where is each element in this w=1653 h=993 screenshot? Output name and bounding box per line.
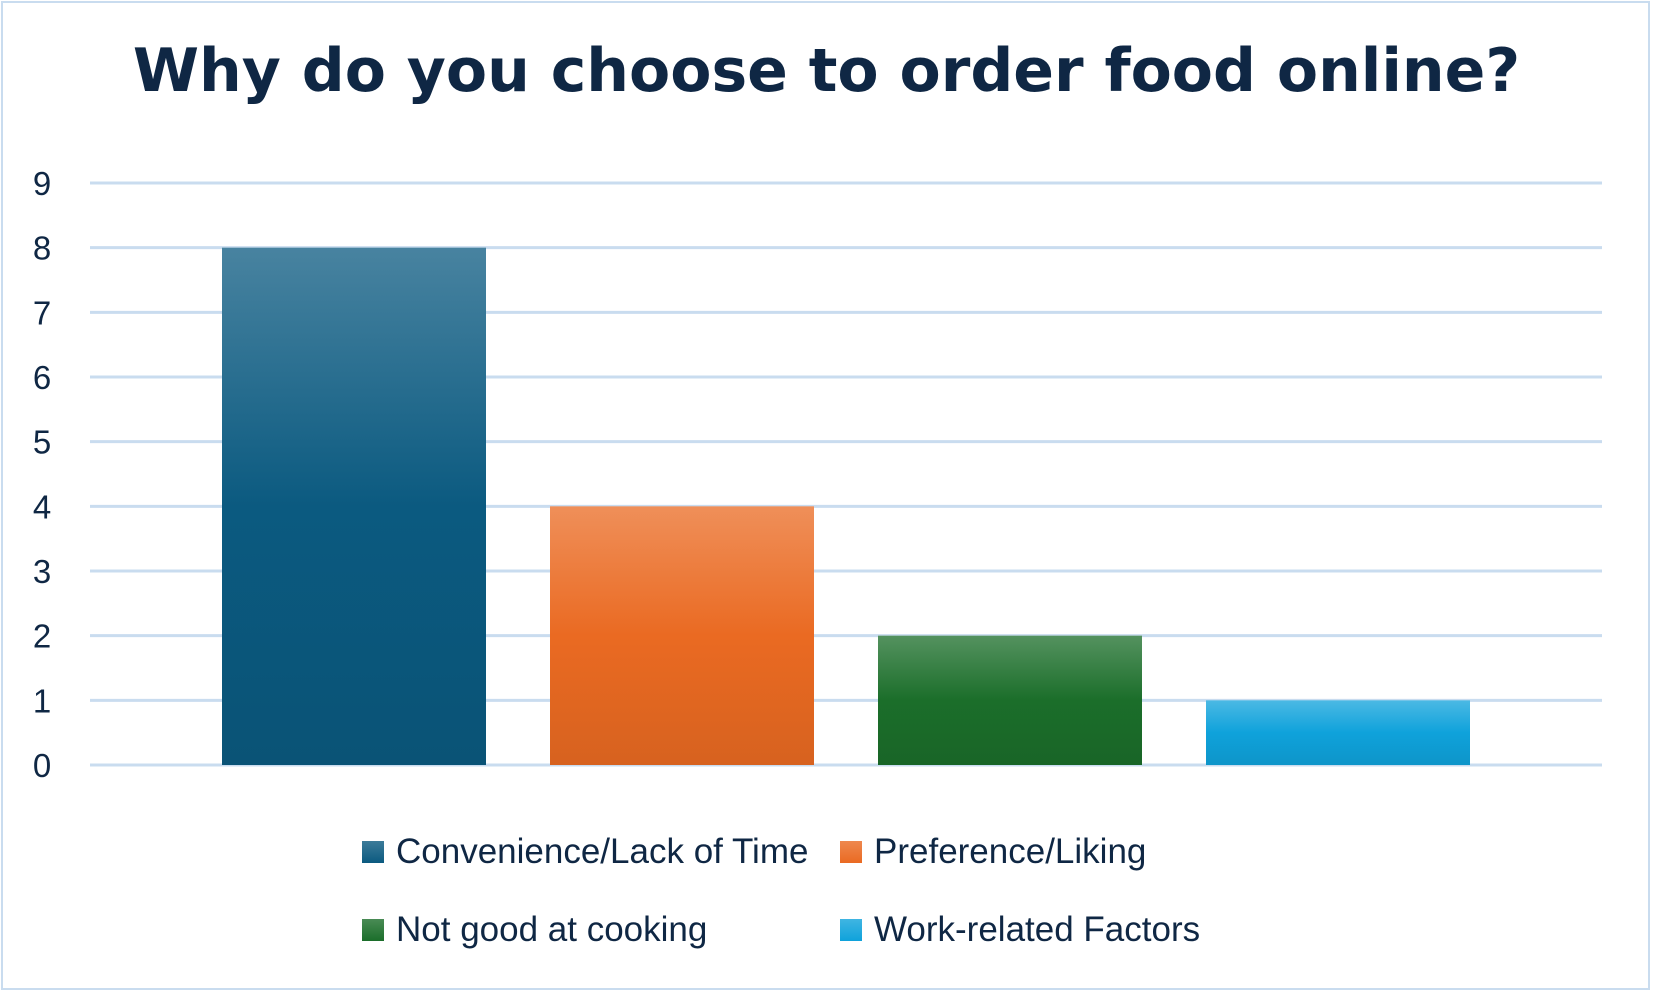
bar-work-related-factors: [1206, 700, 1470, 765]
y-tick-label: 9: [33, 165, 51, 202]
bar-preference-liking: [550, 506, 814, 765]
y-tick-label: 5: [33, 424, 51, 461]
y-axis-ticks: 0 1 2 3 4 5 6 7 8 9: [33, 165, 51, 784]
y-tick-label: 8: [33, 230, 51, 267]
y-tick-label: 7: [33, 294, 51, 331]
y-tick-label: 0: [33, 747, 51, 784]
bar-convenience-lack-of-time: [222, 247, 486, 765]
bars: [222, 247, 1470, 765]
bar-not-good-at-cooking: [878, 635, 1142, 765]
y-tick-label: 4: [33, 488, 51, 525]
y-tick-label: 3: [33, 553, 51, 590]
y-tick-label: 6: [33, 359, 51, 396]
y-tick-label: 2: [33, 618, 51, 655]
y-tick-label: 1: [33, 682, 51, 719]
chart-title: Why do you choose to order food online?: [132, 36, 1521, 106]
